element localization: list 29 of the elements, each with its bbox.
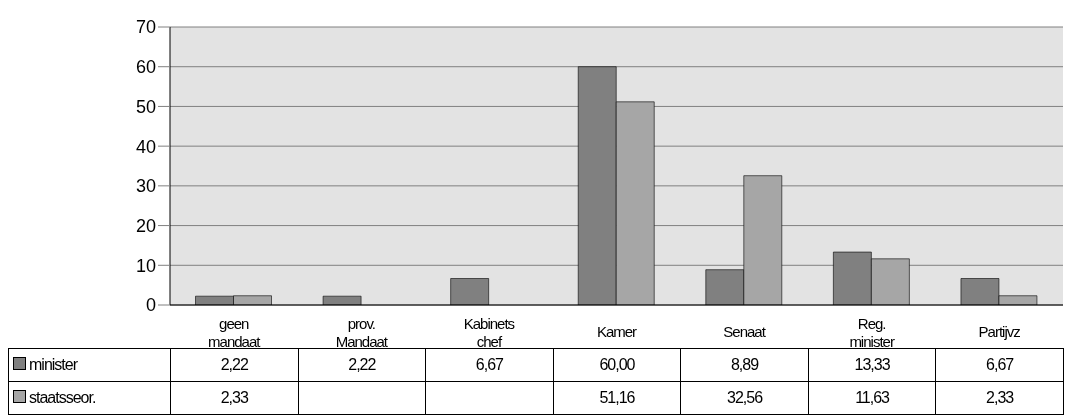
x-tick-label: geen mandaat — [208, 315, 262, 350]
data-label: 2,33 — [935, 381, 1064, 415]
y-tick-label: 40 — [135, 136, 156, 157]
x-tick-label: Senaat — [723, 323, 767, 340]
x-tick-label: prov. Mandaat — [335, 315, 389, 350]
legend-label: staatsseor. — [8, 381, 171, 415]
data-label: 6,67 — [935, 348, 1064, 382]
data-label: 11,63 — [808, 381, 936, 415]
data-label: 2,22 — [298, 348, 426, 382]
data-label: 51,16 — [553, 381, 681, 415]
y-tick-label: 20 — [135, 215, 156, 236]
data-label: 8,89 — [680, 348, 809, 382]
y-tick-label: 0 — [145, 295, 156, 316]
data-label: 2,33 — [170, 381, 299, 415]
y-tick-label: 10 — [135, 255, 156, 276]
data-label: 32,56 — [680, 381, 809, 415]
x-tick-label: Partijvz — [978, 323, 1021, 340]
y-tick-label: 30 — [135, 176, 156, 197]
data-label: 6,67 — [425, 348, 554, 382]
data-label: 13,33 — [808, 348, 936, 382]
x-tick-label: Kabinets chef — [463, 315, 515, 350]
data-label: 2,22 — [170, 348, 299, 382]
x-tick-label: Kamer — [596, 323, 638, 340]
y-tick-label: 70 — [135, 17, 156, 38]
y-tick-label: 50 — [135, 96, 156, 117]
legend-label: minister — [8, 348, 171, 382]
data-label: 60,00 — [553, 348, 681, 382]
x-tick-label: Reg. minister — [849, 315, 895, 350]
y-tick-label: 60 — [135, 57, 156, 78]
